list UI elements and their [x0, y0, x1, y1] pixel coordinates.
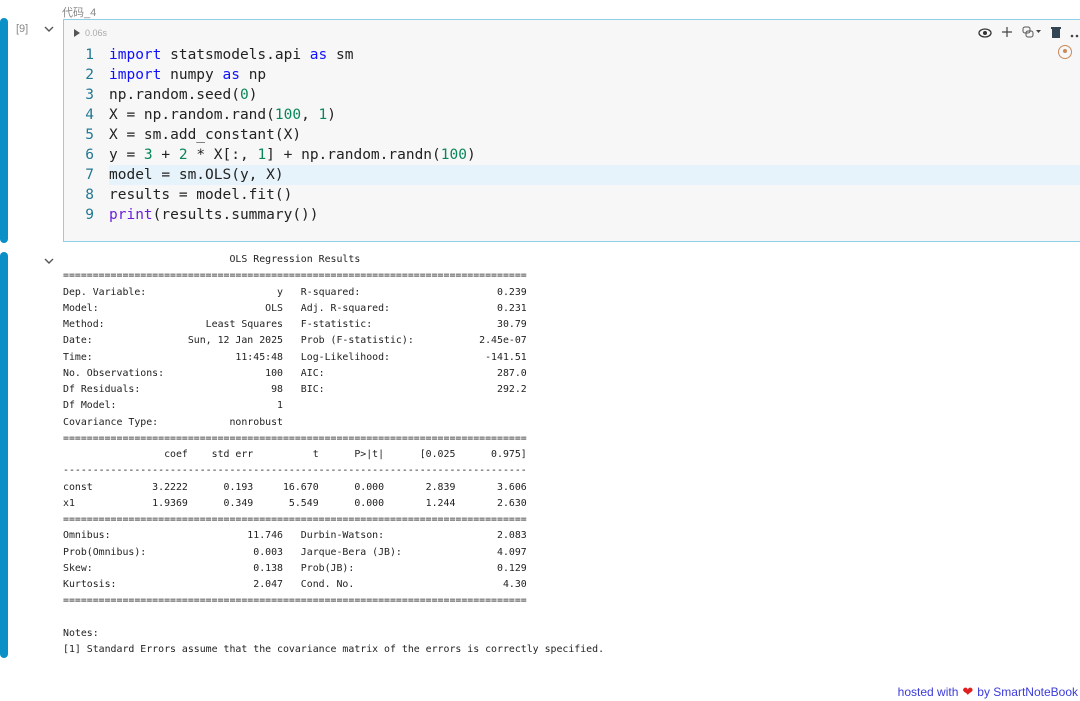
code-lines[interactable]: 1 import statsmodels.api as sm 2 import num…	[64, 45, 1080, 225]
output-line: OLS Regression Results	[63, 254, 527, 265]
status-badge-icon[interactable]	[1058, 45, 1072, 59]
code-line[interactable]: 9 print(results.summary())	[64, 205, 1080, 225]
line-number: 5	[85, 127, 94, 143]
output-line: Model: OLS Adj. R-squared: 0.231	[63, 302, 527, 314]
code-token-num: 0	[239, 87, 249, 103]
play-icon	[74, 29, 80, 37]
output-line: Prob(Omnibus): 0.003 Jarque-Bera (JB): 4…	[63, 546, 527, 558]
line-number: 2	[85, 67, 94, 83]
python-icon[interactable]	[1022, 25, 1042, 41]
more-icon[interactable]	[1070, 25, 1080, 41]
output-line: Method: Least Squares F-statistic: 30.79	[63, 319, 527, 330]
code-line[interactable]: 1 import statsmodels.api as sm	[64, 45, 1080, 65]
run-button[interactable]: 0.06s	[74, 28, 107, 38]
footer: hosted with ❤ by SmartNoteBook	[898, 684, 1078, 700]
code-line[interactable]: 3 np.random.seed(0)	[64, 85, 1080, 105]
code-token-kw: import	[109, 47, 162, 63]
code-token-num: 100	[440, 147, 467, 163]
code-token-txt: sm	[327, 47, 354, 63]
output-line: Time: 11:45:48 Log-Likelihood: -141.51	[63, 351, 527, 363]
heart-icon: ❤	[962, 684, 974, 699]
code-editor[interactable]: 0.06s 1 import statsmodels.api as sm 2 impo…	[63, 19, 1080, 242]
output-line	[63, 610, 604, 626]
code-token-txt: X = sm.add_constant(X)	[109, 127, 302, 143]
code-token-txt: ,	[301, 107, 319, 123]
code-token-kw: as	[309, 47, 328, 63]
footer-brand[interactable]: by SmartNoteBook	[977, 685, 1078, 699]
code-line[interactable]: 8 results = model.fit()	[64, 185, 1080, 205]
trash-icon[interactable]	[1051, 25, 1061, 41]
code-token-txt: )	[248, 87, 258, 103]
line-number: 3	[85, 87, 94, 103]
code-token-txt: numpy	[161, 67, 223, 83]
cell-output: OLS Regression Results =================…	[63, 252, 604, 658]
eye-icon[interactable]	[978, 25, 992, 41]
output-line: Df Model: 1	[63, 400, 527, 412]
output-line: Notes:	[63, 627, 99, 639]
output-line: coef std err t P>|t| [0.025 0.975]	[63, 449, 527, 460]
line-number: 7	[64, 165, 94, 185]
output-line: Df Residuals: 98 BIC: 292.2	[63, 384, 527, 395]
output-line: [1] Standard Errors assume that the cova…	[63, 644, 605, 655]
line-number: 4	[85, 107, 94, 123]
cell-toolbar	[978, 25, 1080, 41]
code-token-txt: +	[152, 147, 179, 163]
code-token-num: 1	[257, 147, 267, 163]
code-token-txt: statsmodels.api	[161, 47, 310, 63]
line-number: 9	[85, 207, 94, 223]
code-token-txt: ] + np.random.randn(	[266, 147, 441, 163]
output-line: Omnibus: 11.746 Durbin-Watson: 2.083	[63, 530, 527, 542]
run-time: 0.06s	[85, 28, 108, 38]
code-token-txt: np.random.seed(	[109, 87, 240, 103]
output-line: ========================================…	[63, 514, 527, 525]
code-line[interactable]: 6 y = 3 + 2 * X[:, 1] + np.random.randn(1…	[64, 145, 1080, 165]
code-line[interactable]: 7 model = sm.OLS(y, X)	[64, 165, 1080, 185]
output-line: ----------------------------------------…	[63, 465, 527, 477]
code-token-txt: results = model.fit()	[109, 187, 293, 203]
output-line: x1 1.9369 0.349 5.549 0.000 1.244 2.630	[63, 497, 527, 509]
line-number: 6	[85, 147, 94, 163]
code-token-num: 2	[178, 147, 188, 163]
line-number: 1	[85, 47, 94, 63]
output-line: Covariance Type: nonrobust	[63, 416, 527, 428]
plus-icon[interactable]	[1001, 25, 1013, 41]
output-line: Skew: 0.138 Prob(JB): 0.129	[63, 562, 527, 574]
footer-prefix: hosted with	[897, 685, 959, 699]
code-token-txt: )	[327, 107, 337, 123]
output-line: Kurtosis: 2.047 Cond. No. 4.30	[63, 579, 527, 590]
output-line: ========================================…	[63, 432, 527, 444]
execution-count: [9]	[16, 23, 29, 35]
code-token-kw: import	[109, 67, 162, 83]
output-line: Dep. Variable: y R-squared: 0.239	[63, 286, 527, 298]
code-token-txt: )	[466, 147, 476, 163]
output-line: ========================================…	[63, 595, 527, 607]
code-token-txt: * X[:,	[187, 147, 258, 163]
output-line: ========================================…	[63, 270, 527, 282]
code-token-txt: np	[239, 67, 267, 83]
code-token-num: 1	[318, 107, 328, 123]
cell-selection-bar[interactable]	[0, 18, 8, 243]
collapse-output-chevron-icon[interactable]	[44, 257, 54, 267]
output-line: No. Observations: 100 AIC: 287.0	[63, 367, 527, 379]
code-line[interactable]: 2 import numpy as np	[64, 65, 1080, 85]
line-number: 8	[85, 187, 94, 203]
output-line: Date: Sun, 12 Jan 2025 Prob (F-statistic…	[63, 335, 527, 347]
code-token-txt: y =	[109, 147, 144, 163]
code-line[interactable]: 5 X = sm.add_constant(X)	[64, 125, 1080, 145]
code-token-txt: model = sm.OLS(y, X)	[109, 167, 284, 183]
code-token-txt: (results.summary())	[152, 207, 319, 223]
collapse-code-chevron-icon[interactable]	[44, 25, 54, 35]
code-token-num: 100	[274, 107, 302, 123]
output-line: const 3.2222 0.193 16.670 0.000 2.839 3.…	[63, 481, 527, 493]
code-token-txt: X = np.random.rand(	[109, 107, 275, 123]
code-token-kw: as	[222, 67, 240, 83]
output-selection-bar[interactable]	[0, 252, 8, 658]
code-token-fn: print	[109, 207, 153, 223]
code-token-num: 3	[143, 147, 153, 163]
code-line[interactable]: 4 X = np.random.rand(100, 1)	[64, 105, 1080, 125]
cell-label: 代码_4	[62, 7, 97, 19]
